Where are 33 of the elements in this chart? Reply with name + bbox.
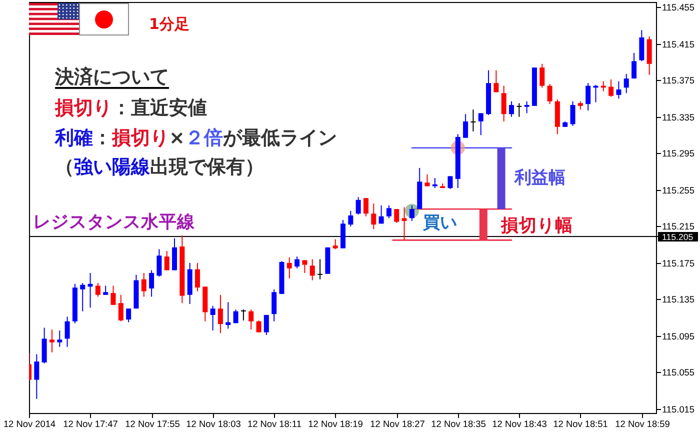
ref-line-label: レジスタンス水平線 — [33, 212, 196, 232]
y-tick-label: 115.415 — [662, 40, 695, 50]
y-tick-label: 115.215 — [662, 222, 695, 232]
y-tick-label: 115.295 — [662, 148, 695, 158]
y-tick-label: 115.055 — [662, 368, 695, 378]
annotation: 損切り幅 — [500, 215, 573, 236]
x-tick-label: 12 Nov 17:47 — [63, 419, 118, 429]
x-tick-label: 12 Nov 17:55 — [125, 419, 180, 429]
y-tick-label: 115.135 — [662, 294, 695, 304]
x-tick-label: 12 Nov 18:19 — [308, 419, 363, 429]
y-tick-label: 115.375 — [662, 76, 695, 86]
x-tick-label: 12 Nov 18:43 — [492, 419, 547, 429]
y-tick-label: 115.095 — [662, 332, 695, 342]
x-tick-label: 12 Nov 18:35 — [431, 419, 486, 429]
y-tick-label: 115.455 — [662, 2, 695, 12]
y-tick-label: 115.255 — [662, 186, 695, 196]
annotation: 決済について — [54, 66, 169, 88]
annotation: 買い — [422, 213, 457, 233]
x-tick-label: 12 Nov 18:27 — [370, 419, 425, 429]
x-tick-label: 12 Nov 18:51 — [553, 419, 608, 429]
x-tick-label: 12 Nov 18:59 — [615, 419, 670, 429]
annotation: 利確：損切り×２倍が最低ライン — [54, 127, 337, 149]
y-tick-label: 115.175 — [662, 258, 695, 268]
y-tick-label: 115.015 — [662, 404, 695, 414]
y-tick-label: 115.335 — [662, 112, 695, 122]
annotation: 損切り：直近安値 — [54, 97, 207, 119]
annotation: （強い陽線出現で保有） — [55, 156, 264, 178]
x-tick-label: 12 Nov 18:03 — [186, 419, 241, 429]
x-tick-label: 12 Nov 2014 — [3, 419, 56, 429]
text: 1分足 — [149, 15, 190, 33]
annotation: 利益幅 — [514, 168, 566, 188]
y-tick-label: 115.205 — [662, 232, 694, 242]
x-tick-label: 12 Nov 18:11 — [248, 419, 302, 429]
